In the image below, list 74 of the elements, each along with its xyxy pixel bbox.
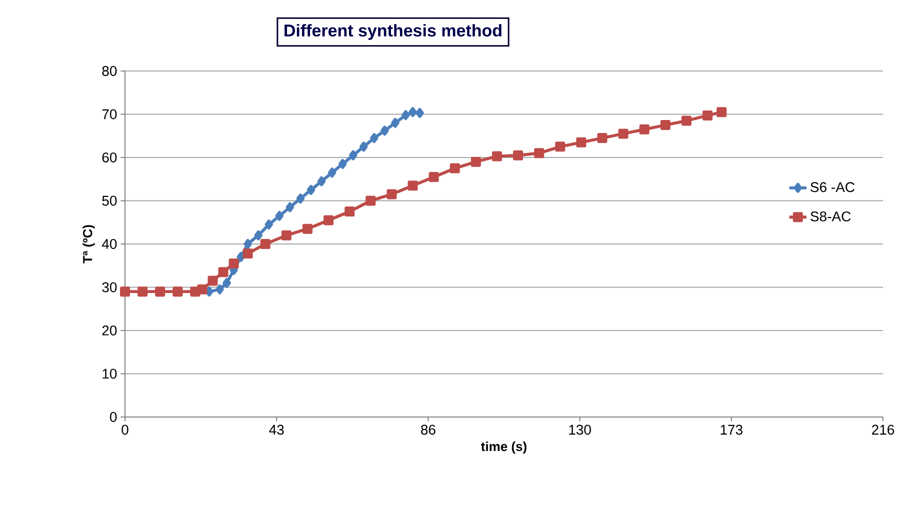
x-tick-label: 0 (122, 424, 128, 435)
point (208, 276, 218, 286)
x-tick-label: 173 (720, 424, 742, 435)
point (380, 126, 389, 136)
point (197, 284, 208, 294)
x-tick-label: 130 (569, 424, 591, 435)
point (492, 151, 502, 162)
point (576, 137, 586, 148)
point (306, 184, 316, 195)
point (370, 133, 378, 144)
point (391, 118, 400, 128)
point (260, 238, 270, 249)
y-tick-label: 0 (110, 412, 117, 422)
y-tick-label: 40 (102, 239, 117, 249)
point (172, 286, 183, 297)
point (302, 224, 312, 234)
point (228, 258, 239, 268)
point (275, 210, 284, 221)
point (450, 163, 460, 174)
y-tick-label: 70 (102, 109, 117, 120)
point (618, 128, 628, 139)
y-axis-title: Tª (ºC) (82, 225, 95, 264)
legend-label: S6 -AC (810, 182, 855, 192)
point (264, 220, 274, 230)
y-tick-label: 80 (102, 66, 117, 76)
point (281, 230, 292, 240)
y-tick-label: 20 (102, 326, 117, 336)
point (428, 172, 439, 182)
point (402, 110, 410, 120)
point (324, 215, 334, 226)
point (597, 133, 608, 144)
point (639, 124, 650, 134)
point (366, 196, 376, 206)
x-tick-label: 216 (872, 424, 894, 435)
point (716, 107, 727, 118)
point (254, 230, 262, 240)
point (338, 158, 347, 169)
point (242, 248, 253, 259)
point (155, 286, 166, 297)
point (513, 150, 524, 160)
point (408, 107, 417, 118)
chart-title: Different synthesis method (284, 24, 502, 40)
point (244, 238, 252, 249)
point (555, 142, 566, 152)
point (286, 202, 294, 212)
legend-label: S8-AC (810, 211, 851, 222)
point (222, 278, 231, 288)
y-tick-label: 30 (102, 282, 117, 292)
point (236, 252, 245, 262)
y-tick-label: 50 (102, 196, 117, 206)
point (120, 286, 130, 297)
y-tick-label: 10 (102, 368, 117, 379)
point (681, 116, 692, 126)
point (470, 156, 481, 167)
point (660, 120, 670, 130)
point (348, 150, 358, 160)
x-tick-label: 43 (269, 424, 284, 435)
point (534, 148, 544, 158)
point (218, 267, 228, 278)
y-tick-label: 60 (102, 152, 117, 162)
x-axis-title: time (s) (481, 442, 526, 454)
point (138, 286, 148, 297)
point (317, 176, 326, 186)
point (216, 284, 224, 294)
point (205, 286, 214, 297)
point (296, 194, 305, 204)
point (360, 142, 368, 152)
point (408, 180, 418, 191)
point (702, 110, 713, 121)
point (416, 108, 424, 118)
x-tick-label: 86 (421, 424, 436, 435)
point (386, 189, 397, 200)
point (344, 206, 355, 217)
point (328, 168, 336, 178)
